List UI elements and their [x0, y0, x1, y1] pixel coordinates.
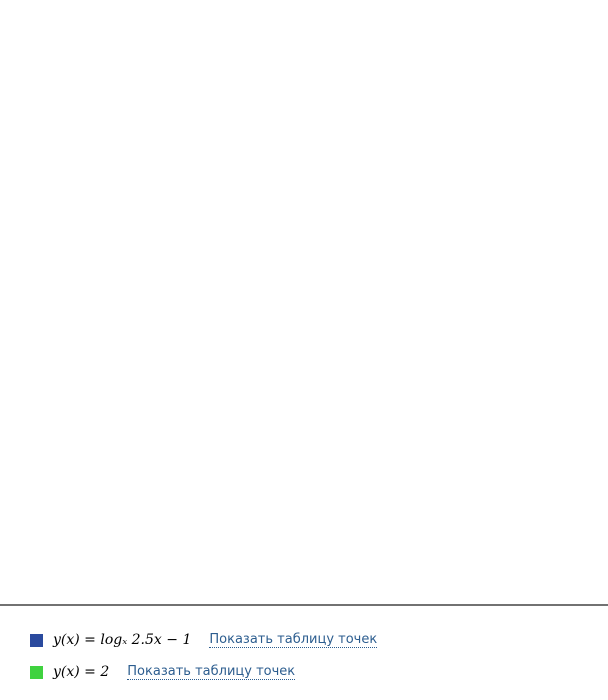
- legend-item: y(x) = logₓ 2.5x − 1 Показать таблицу то…: [30, 632, 378, 648]
- legend-label: y(x) = logₓ 2.5x − 1: [53, 632, 192, 648]
- legend-item: y(x) = 2 Показать таблицу точек: [30, 664, 296, 680]
- chart: [0, 604, 608, 606]
- legend: y(x) = logₓ 2.5x − 1 Показать таблицу то…: [0, 606, 608, 700]
- show-table-link[interactable]: Показать таблицу точек: [209, 632, 378, 648]
- legend-label: y(x) = 2: [53, 664, 110, 680]
- legend-swatch: [30, 633, 43, 647]
- legend-swatch: [30, 665, 43, 679]
- show-table-link[interactable]: Показать таблицу точек: [127, 664, 296, 680]
